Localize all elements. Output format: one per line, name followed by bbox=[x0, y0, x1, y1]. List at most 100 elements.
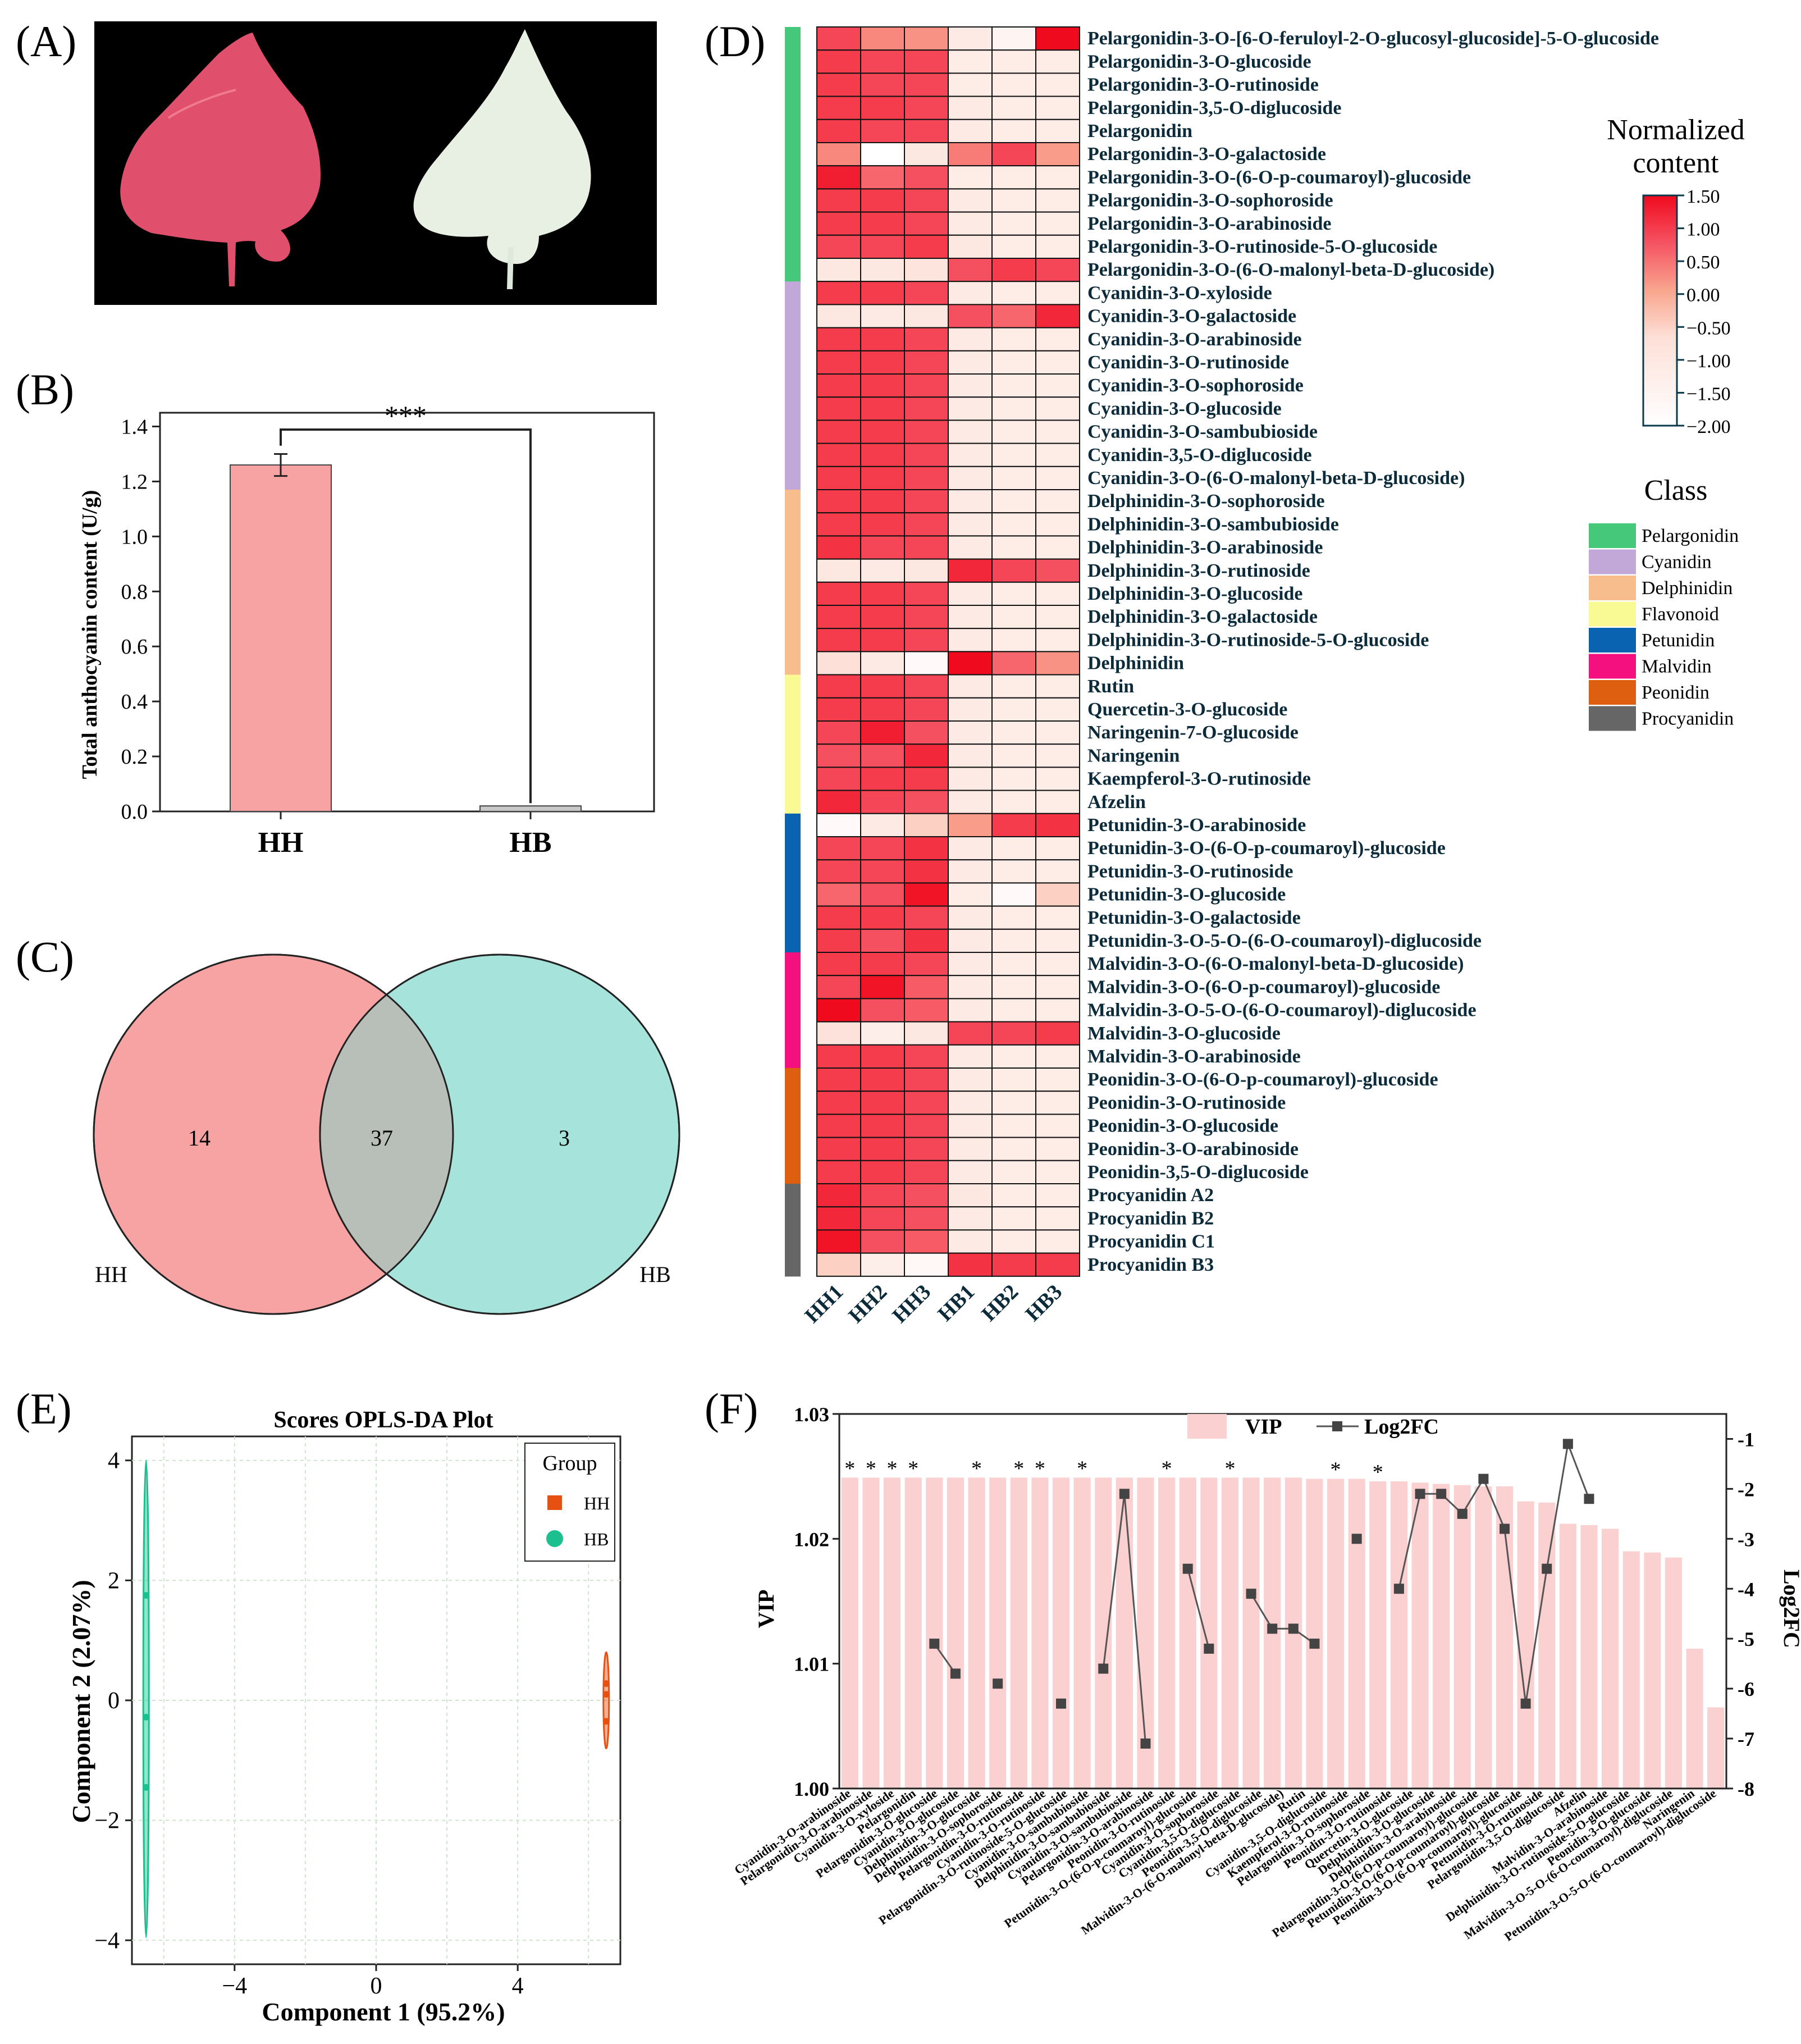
heatmap-column-label: HB3 bbox=[1021, 1280, 1067, 1326]
e-point-hb bbox=[143, 1783, 150, 1791]
heatmap-cell bbox=[816, 396, 861, 421]
heatmap-row-label: Naringenin bbox=[1087, 745, 1180, 766]
f-log2fc-point bbox=[950, 1668, 961, 1679]
class-bar-segment bbox=[785, 350, 801, 375]
heatmap-cell bbox=[948, 813, 993, 838]
heatmap-cell bbox=[991, 95, 1036, 120]
f-log2fc-point bbox=[1182, 1563, 1193, 1574]
e-legend-title: Group bbox=[542, 1452, 597, 1475]
heatmap-cell bbox=[948, 489, 993, 514]
f-vip-bar bbox=[1559, 1523, 1576, 1788]
heatmap-cell bbox=[948, 651, 993, 676]
heatmap-cell bbox=[816, 905, 861, 930]
heatmap-cell bbox=[860, 1137, 905, 1161]
heatmap-cell bbox=[904, 674, 949, 699]
heatmap-cell bbox=[1035, 95, 1080, 120]
f-log2fc-point bbox=[1415, 1489, 1425, 1499]
panel-label-e: (E) bbox=[16, 1384, 72, 1433]
panel-a-photo bbox=[94, 21, 657, 305]
heatmap-cell bbox=[948, 1229, 993, 1254]
heatmap-cell bbox=[991, 142, 1036, 167]
heatmap-cell bbox=[948, 373, 993, 398]
f-x-tick-labels: Cyanidin-3-O-arabinosidePelargonidin-3-O… bbox=[732, 1786, 1718, 1943]
heatmap-column-label: HH2 bbox=[844, 1280, 892, 1327]
heatmap-cell bbox=[860, 188, 905, 213]
heatmap-cell bbox=[991, 905, 1036, 930]
heatmap-cell bbox=[948, 998, 993, 1023]
e-legend-marker-hb bbox=[546, 1530, 563, 1547]
heatmap-cell bbox=[991, 373, 1036, 398]
venn-label-hb: HB bbox=[639, 1262, 671, 1287]
heatmap-cell bbox=[816, 813, 861, 838]
heatmap-cell bbox=[860, 998, 905, 1023]
heatmap-cell bbox=[904, 419, 949, 444]
venn-outline-hh bbox=[93, 953, 454, 1315]
heatmap-cell bbox=[816, 95, 861, 120]
heatmap-cell bbox=[948, 1137, 993, 1161]
heatmap-cell bbox=[948, 118, 993, 144]
heatmap-cell bbox=[860, 1229, 905, 1254]
heatmap-cell bbox=[904, 1160, 949, 1185]
heatmap-row-label: Cyanidin-3-O-(6-O-malonyl-beta-D-glucosi… bbox=[1087, 468, 1465, 489]
heatmap-cell bbox=[948, 142, 993, 167]
heatmap-cell bbox=[860, 373, 905, 398]
class-bar-segment bbox=[785, 397, 801, 421]
heatmap-cell bbox=[860, 1160, 905, 1185]
class-bar-segment bbox=[785, 1021, 801, 1046]
e-legend-label-hb: HB bbox=[584, 1529, 609, 1549]
heatmap-row-label: Delphinidin-3-O-sophoroside bbox=[1087, 491, 1325, 512]
heatmap-cell bbox=[860, 1252, 905, 1277]
class-legend-label: Flavonoid bbox=[1642, 604, 1719, 625]
class-bar-segment bbox=[785, 1114, 801, 1138]
heatmap-cell bbox=[904, 1183, 949, 1208]
e-legend-marker-hh bbox=[547, 1495, 562, 1510]
heatmap-cell bbox=[860, 581, 905, 606]
f-vip-bar bbox=[1665, 1557, 1682, 1788]
heatmap-cell bbox=[816, 118, 861, 144]
venn-outline-hb bbox=[319, 953, 680, 1315]
heatmap-row-label: Pelargonidin-3,5-O-diglucoside bbox=[1087, 98, 1341, 118]
class-legend-label: Cyanidin bbox=[1642, 552, 1712, 573]
class-bar-segment bbox=[785, 906, 801, 930]
heatmap-cell bbox=[1035, 998, 1080, 1023]
venn-only-hh-count: 14 bbox=[188, 1125, 211, 1151]
heatmap-row-label: Delphinidin-3-O-rutinoside bbox=[1087, 560, 1310, 581]
heatmap-cell bbox=[948, 905, 993, 930]
f-significance-stars: * * * * * * * * * * * * bbox=[844, 1457, 1383, 1484]
f-log2fc-point bbox=[1288, 1623, 1299, 1634]
f-star: * bbox=[1013, 1457, 1024, 1480]
f-right-tick-label: -6 bbox=[1738, 1678, 1754, 1700]
heatmap-cell bbox=[948, 535, 993, 560]
heatmap-cell bbox=[860, 558, 905, 583]
heatmap-cell bbox=[1035, 605, 1080, 629]
heatmap-cell bbox=[816, 674, 861, 699]
panel-c-venn: 14 37 3 HH HB bbox=[93, 953, 680, 1315]
heatmap-cell bbox=[860, 26, 905, 51]
heatmap-cell bbox=[860, 350, 905, 375]
heatmap-cell bbox=[991, 605, 1036, 629]
class-bar-segment bbox=[785, 490, 801, 513]
heatmap-cell bbox=[860, 49, 905, 74]
heatmap-cell bbox=[948, 258, 993, 282]
f-star: * bbox=[1224, 1457, 1235, 1480]
class-bar-segment bbox=[785, 860, 801, 883]
heatmap-cell bbox=[816, 1044, 861, 1069]
heatmap-cell bbox=[991, 466, 1036, 490]
heatmap-cell bbox=[948, 928, 993, 953]
class-bar-segment bbox=[785, 837, 801, 860]
heatmap-row-label: Delphinidin-3-O-sambubioside bbox=[1087, 514, 1339, 535]
f-log2fc-segment bbox=[1525, 1568, 1548, 1704]
scale-tick-label: 0.00 bbox=[1686, 285, 1720, 306]
heatmap-cell bbox=[991, 350, 1036, 375]
class-bar-segment bbox=[785, 1253, 801, 1277]
f-log2fc-segment bbox=[1123, 1494, 1146, 1744]
f-vip-bar bbox=[1517, 1501, 1534, 1788]
heatmap-row-label: Petunidin-3-O-arabinoside bbox=[1087, 815, 1306, 836]
heatmap-row-label: Pelargonidin-3-O-arabinoside bbox=[1087, 213, 1331, 234]
heatmap-cell bbox=[904, 350, 949, 375]
leaf-vein bbox=[167, 89, 236, 119]
heatmap-row-label: Delphinidin bbox=[1087, 653, 1184, 674]
panel-d-heatmap: Pelargonidin-3-O-[6-O-feruloyl-2-O-gluco… bbox=[785, 26, 1745, 1327]
class-bar-segment bbox=[785, 883, 801, 907]
